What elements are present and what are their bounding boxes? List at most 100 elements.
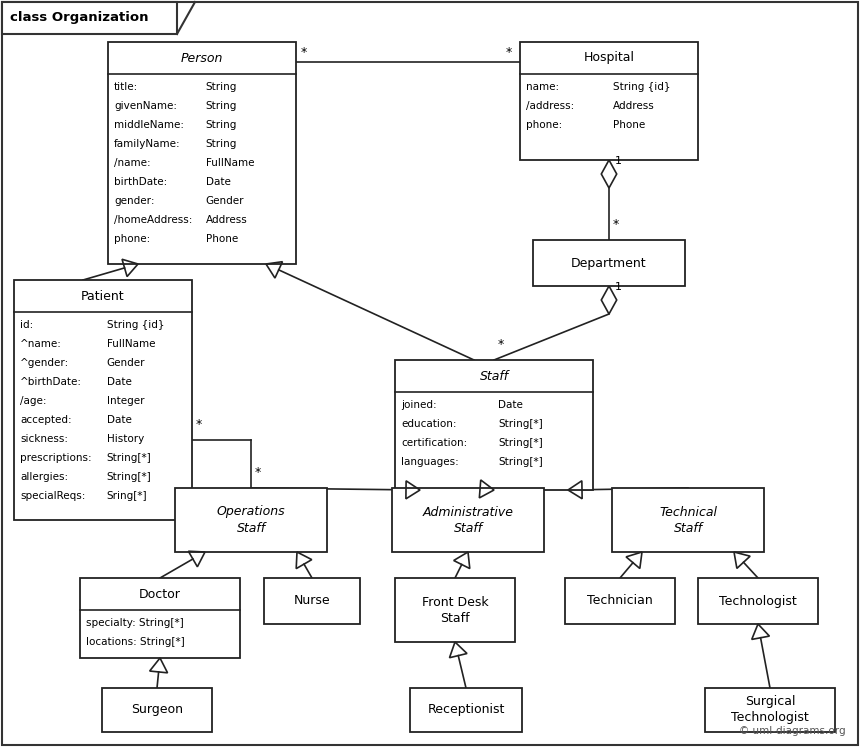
Text: /homeAddress:: /homeAddress: (114, 215, 193, 225)
Text: Staff: Staff (440, 612, 470, 624)
Text: © uml-diagrams.org: © uml-diagrams.org (740, 726, 846, 736)
Bar (705, 688, 835, 732)
Text: middleName:: middleName: (114, 120, 184, 130)
Text: 1: 1 (615, 282, 622, 292)
Text: *: * (613, 218, 619, 231)
Text: String[*]: String[*] (498, 419, 543, 429)
Text: id:: id: (20, 320, 34, 330)
Bar (175, 488, 327, 552)
Text: joined:: joined: (401, 400, 437, 410)
Text: *: * (196, 418, 202, 431)
Text: Phone: Phone (612, 120, 645, 130)
Text: accepted:: accepted: (20, 415, 71, 425)
Bar (395, 578, 515, 642)
Text: gender:: gender: (114, 196, 155, 206)
Text: Gender: Gender (107, 358, 145, 368)
Text: sickness:: sickness: (20, 434, 68, 444)
Text: /name:: /name: (114, 158, 150, 168)
Text: String {id}: String {id} (107, 320, 164, 330)
Text: name:: name: (526, 82, 559, 92)
Text: ^gender:: ^gender: (20, 358, 70, 368)
Text: FullName: FullName (107, 339, 155, 349)
Bar (102, 688, 212, 732)
Text: String[*]: String[*] (498, 438, 543, 448)
Text: Date: Date (206, 177, 230, 187)
Text: Technical: Technical (659, 506, 717, 518)
Text: String: String (206, 82, 237, 92)
Bar (80, 578, 240, 658)
Text: *: * (498, 338, 504, 351)
Text: String[*]: String[*] (107, 472, 151, 482)
Text: birthDate:: birthDate: (114, 177, 167, 187)
Bar (533, 240, 685, 286)
Text: Phone: Phone (206, 234, 238, 244)
Text: phone:: phone: (526, 120, 562, 130)
Text: Surgical: Surgical (745, 695, 796, 708)
Text: certification:: certification: (401, 438, 467, 448)
Text: Technician: Technician (587, 595, 653, 607)
Text: *: * (506, 46, 513, 59)
Text: specialReqs:: specialReqs: (20, 491, 85, 501)
Text: ^birthDate:: ^birthDate: (20, 377, 82, 387)
Text: *: * (301, 46, 307, 59)
Text: String: String (206, 139, 237, 149)
Text: class Organization: class Organization (10, 11, 149, 25)
Text: Date: Date (107, 415, 132, 425)
Text: Front Desk: Front Desk (421, 595, 488, 609)
Text: 1: 1 (615, 156, 622, 166)
Text: Nurse: Nurse (293, 595, 330, 607)
Text: Doctor: Doctor (139, 587, 181, 601)
Text: *: * (255, 466, 261, 479)
Text: prescriptions:: prescriptions: (20, 453, 92, 463)
Text: String: String (206, 101, 237, 111)
Text: String[*]: String[*] (107, 453, 151, 463)
Text: History: History (107, 434, 144, 444)
Bar (264, 578, 360, 624)
Text: String[*]: String[*] (498, 457, 543, 467)
Text: Patient: Patient (81, 290, 125, 303)
Text: familyName:: familyName: (114, 139, 181, 149)
Text: ^name:: ^name: (20, 339, 62, 349)
Text: allergies:: allergies: (20, 472, 68, 482)
Text: title:: title: (114, 82, 138, 92)
Bar (108, 42, 296, 264)
Text: Staff: Staff (237, 521, 266, 535)
Bar (410, 688, 522, 732)
Text: Integer: Integer (107, 396, 144, 406)
Text: Technologist: Technologist (731, 711, 809, 725)
Text: Operations: Operations (217, 506, 286, 518)
Text: Gender: Gender (206, 196, 244, 206)
Bar (392, 488, 544, 552)
Text: Staff: Staff (673, 521, 703, 535)
Text: languages:: languages: (401, 457, 458, 467)
Bar (2, 2, 177, 34)
Bar (612, 488, 764, 552)
Bar (520, 42, 698, 160)
Text: specialty: String[*]: specialty: String[*] (86, 618, 184, 628)
Bar (698, 578, 818, 624)
Text: FullName: FullName (206, 158, 255, 168)
Text: String {id}: String {id} (612, 82, 670, 92)
Bar (395, 360, 593, 490)
Text: education:: education: (401, 419, 457, 429)
Text: Technologist: Technologist (719, 595, 797, 607)
Text: Surgeon: Surgeon (131, 704, 183, 716)
Bar (565, 578, 675, 624)
Text: phone:: phone: (114, 234, 150, 244)
Text: Address: Address (612, 101, 654, 111)
Text: Date: Date (498, 400, 523, 410)
Text: String: String (206, 120, 237, 130)
Text: Person: Person (181, 52, 224, 64)
Bar (14, 280, 192, 520)
Text: Hospital: Hospital (583, 52, 635, 64)
Text: givenName:: givenName: (114, 101, 177, 111)
Text: /address:: /address: (526, 101, 574, 111)
Text: Address: Address (206, 215, 248, 225)
Text: Staff: Staff (453, 521, 482, 535)
Text: Date: Date (107, 377, 132, 387)
Text: Sring[*]: Sring[*] (107, 491, 147, 501)
Text: Receptionist: Receptionist (427, 704, 505, 716)
Text: locations: String[*]: locations: String[*] (86, 637, 185, 647)
Text: Staff: Staff (479, 370, 508, 382)
Text: Department: Department (571, 256, 647, 270)
